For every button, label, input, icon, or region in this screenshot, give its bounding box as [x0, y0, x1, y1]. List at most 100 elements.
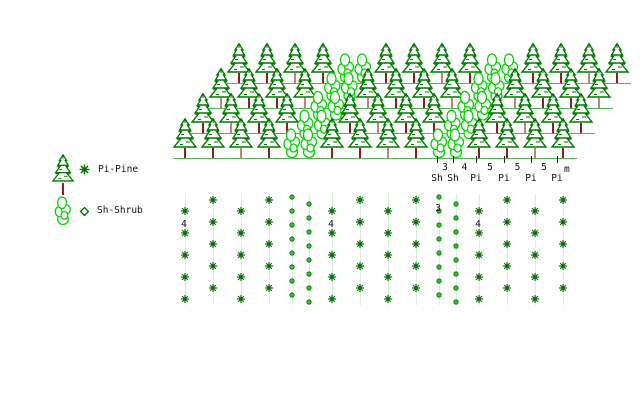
pine-plan-marker[interactable] [383, 206, 393, 216]
shrub-plan-marker[interactable] [306, 271, 312, 277]
pine-tree[interactable] [173, 118, 197, 148]
pine-plan-marker[interactable] [264, 217, 274, 227]
pine-plan-marker[interactable] [502, 217, 512, 227]
shrub-plan-marker[interactable] [289, 208, 295, 214]
shrub-plan-marker[interactable] [436, 194, 442, 200]
pine-tree[interactable] [283, 43, 307, 73]
pine-tree[interactable] [247, 93, 271, 123]
shrub-plan-marker[interactable] [453, 243, 459, 249]
pine-plan-marker[interactable] [558, 195, 568, 205]
pine-tree[interactable] [201, 118, 225, 148]
pine-plan-marker[interactable] [180, 272, 190, 282]
shrub-plan-marker[interactable] [436, 250, 442, 256]
shrub-plan-marker[interactable] [453, 229, 459, 235]
shrub-plan-marker[interactable] [289, 278, 295, 284]
pine-tree[interactable] [531, 68, 555, 98]
shrub-plan-marker[interactable] [306, 243, 312, 249]
pine-plan-marker[interactable] [208, 239, 218, 249]
shrub-plan-marker[interactable] [436, 292, 442, 298]
pine-plan-marker[interactable] [530, 250, 540, 260]
pine-plan-marker[interactable] [502, 239, 512, 249]
pine-tree[interactable] [374, 43, 398, 73]
pine-tree[interactable] [402, 43, 426, 73]
pine-plan-marker[interactable] [264, 283, 274, 293]
pine-tree[interactable] [237, 68, 261, 98]
pine-plan-marker[interactable] [474, 228, 484, 238]
pine-plan-marker[interactable] [327, 206, 337, 216]
shrub-plan-marker[interactable] [453, 215, 459, 221]
shrub-plan-marker[interactable] [453, 299, 459, 305]
pine-tree[interactable] [422, 93, 446, 123]
pine-plan-marker[interactable] [236, 294, 246, 304]
pine-plan-marker[interactable] [355, 261, 365, 271]
shrub-plan-marker[interactable] [453, 271, 459, 277]
pine-tree[interactable] [541, 93, 565, 123]
pine-tree[interactable] [366, 93, 390, 123]
shrub-plan-marker[interactable] [436, 236, 442, 242]
pine-plan-marker[interactable] [208, 195, 218, 205]
shrub-plan-marker[interactable] [436, 208, 442, 214]
pine-plan-marker[interactable] [180, 250, 190, 260]
pine-tree[interactable] [440, 68, 464, 98]
pine-tree[interactable] [559, 68, 583, 98]
pine-tree[interactable] [311, 43, 335, 73]
shrub-plan-marker[interactable] [453, 257, 459, 263]
shrub-plan-marker[interactable] [436, 264, 442, 270]
pine-tree[interactable] [191, 93, 215, 123]
pine-tree[interactable] [513, 93, 537, 123]
pine-tree[interactable] [523, 118, 547, 148]
pine-tree[interactable] [577, 43, 601, 73]
pine-tree[interactable] [551, 118, 575, 148]
shrub-plan-marker[interactable] [306, 229, 312, 235]
pine-plan-marker[interactable] [474, 206, 484, 216]
pine-tree[interactable] [458, 43, 482, 73]
shrub-plan-marker[interactable] [453, 201, 459, 207]
pine-plan-marker[interactable] [383, 228, 393, 238]
pine-plan-marker[interactable] [530, 228, 540, 238]
pine-tree[interactable] [275, 93, 299, 123]
shrub[interactable] [474, 90, 492, 121]
shrub-plan-marker[interactable] [306, 299, 312, 305]
pine-tree[interactable] [605, 43, 629, 73]
pine-plan-marker[interactable] [236, 206, 246, 216]
pine-plan-marker[interactable] [411, 239, 421, 249]
pine-plan-marker[interactable] [327, 250, 337, 260]
pine-plan-marker[interactable] [180, 206, 190, 216]
shrub-plan-marker[interactable] [306, 257, 312, 263]
pine-tree[interactable] [430, 43, 454, 73]
pine-tree[interactable] [495, 118, 519, 148]
pine-tree[interactable] [412, 68, 436, 98]
pine-plan-marker[interactable] [208, 217, 218, 227]
pine-plan-marker[interactable] [558, 217, 568, 227]
pine-plan-marker[interactable] [383, 294, 393, 304]
shrub-plan-marker[interactable] [306, 285, 312, 291]
shrub-plan-marker[interactable] [306, 201, 312, 207]
pine-plan-marker[interactable] [208, 283, 218, 293]
shrub-plan-marker[interactable] [289, 222, 295, 228]
pine-tree[interactable] [265, 68, 289, 98]
pine-plan-marker[interactable] [383, 272, 393, 282]
pine-plan-marker[interactable] [208, 261, 218, 271]
pine-tree[interactable] [293, 68, 317, 98]
pine-plan-marker[interactable] [236, 228, 246, 238]
pine-plan-marker[interactable] [502, 283, 512, 293]
pine-plan-marker[interactable] [264, 195, 274, 205]
pine-plan-marker[interactable] [355, 195, 365, 205]
pine-tree[interactable] [404, 118, 428, 148]
pine-tree[interactable] [376, 118, 400, 148]
pine-plan-marker[interactable] [530, 272, 540, 282]
pine-plan-marker[interactable] [411, 261, 421, 271]
shrub-plan-marker[interactable] [306, 215, 312, 221]
pine-tree[interactable] [394, 93, 418, 123]
shrub-plan-marker[interactable] [453, 285, 459, 291]
pine-tree[interactable] [569, 93, 593, 123]
pine-plan-marker[interactable] [530, 206, 540, 216]
pine-tree[interactable] [587, 68, 611, 98]
shrub-plan-marker[interactable] [289, 250, 295, 256]
pine-tree[interactable] [348, 118, 372, 148]
pine-plan-marker[interactable] [236, 250, 246, 260]
pine-plan-marker[interactable] [530, 294, 540, 304]
pine-plan-marker[interactable] [558, 261, 568, 271]
pine-plan-marker[interactable] [558, 283, 568, 293]
shrub-plan-marker[interactable] [289, 264, 295, 270]
